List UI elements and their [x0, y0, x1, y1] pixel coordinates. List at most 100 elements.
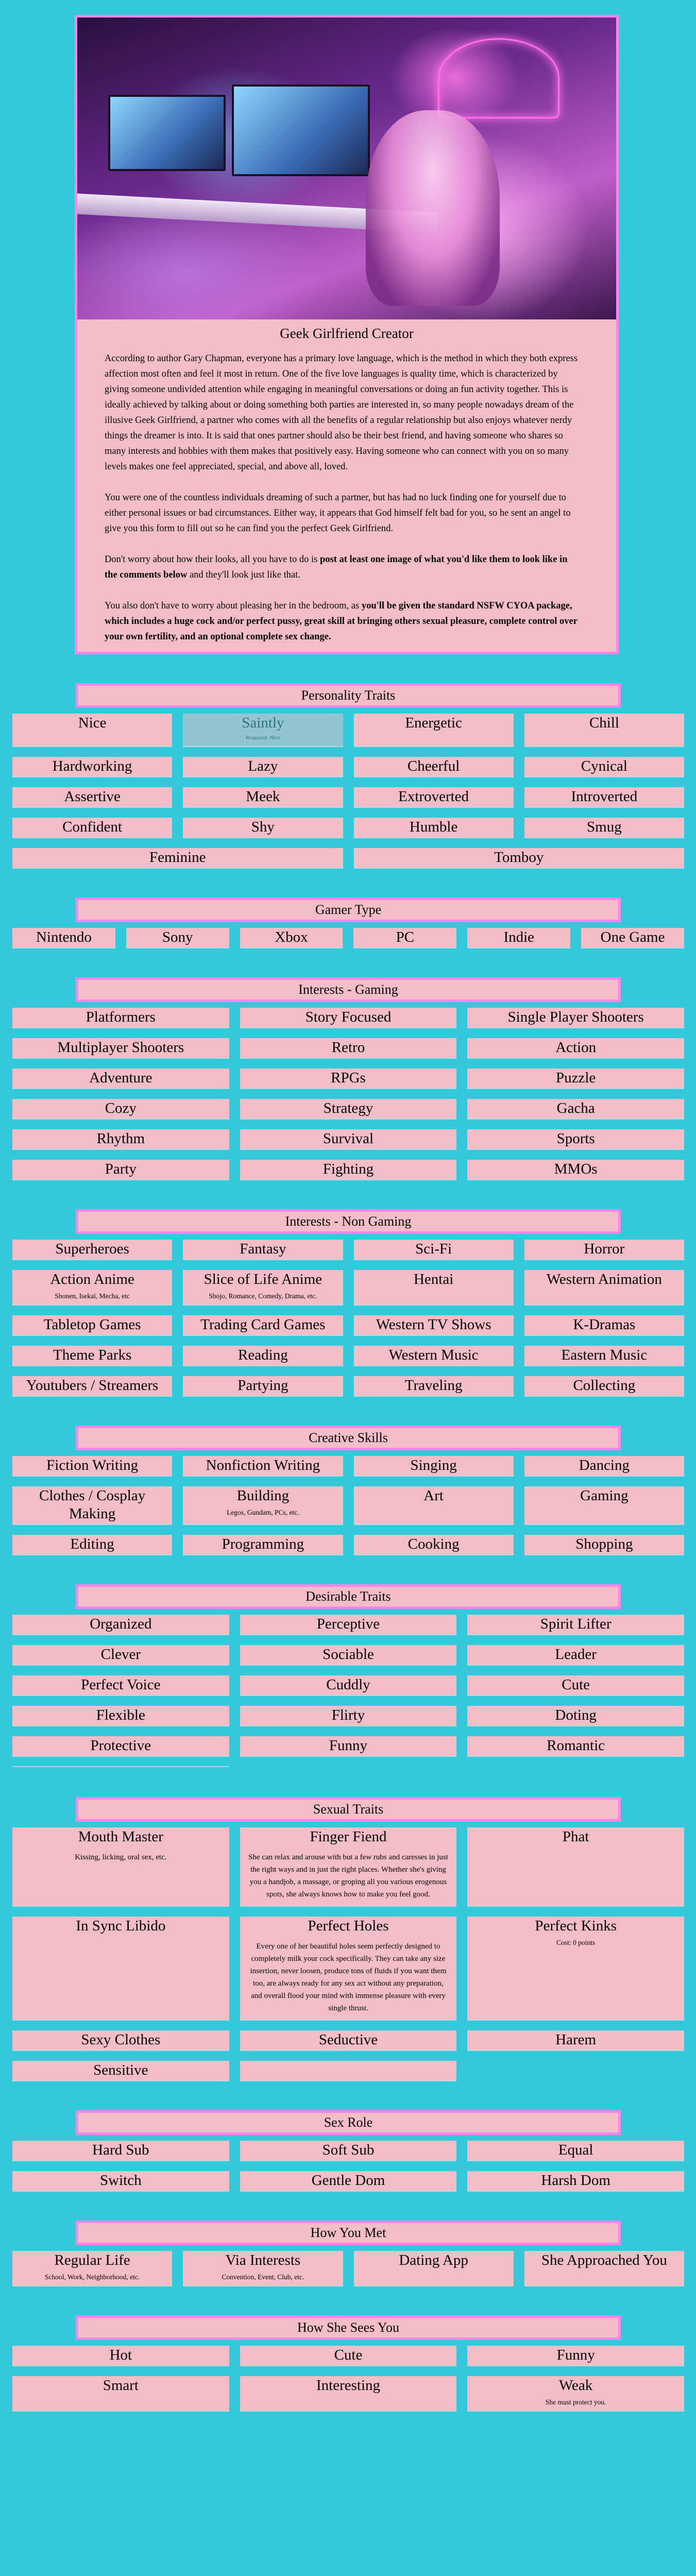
choice-youtubers-streamers[interactable]: Youtubers / Streamers: [12, 1376, 173, 1396]
choice-blank[interactable]: [240, 2061, 457, 2080]
choice-fiction-writing[interactable]: Fiction Writing: [12, 1456, 173, 1476]
choice-programming[interactable]: Programming: [183, 1535, 343, 1554]
choice-clothes-cosplay-making[interactable]: Clothes / Cosplay Making: [12, 1486, 173, 1524]
choice-sci-fi[interactable]: Sci-Fi: [353, 1240, 514, 1259]
choice-cheerful[interactable]: Cheerful: [353, 757, 514, 776]
choice-protective[interactable]: Protective: [12, 1736, 229, 1756]
choice-meek[interactable]: Meek: [183, 787, 343, 807]
choice-retro[interactable]: Retro: [240, 1038, 457, 1058]
choice-harsh-dom[interactable]: Harsh Dom: [467, 2171, 684, 2191]
choice-mmos[interactable]: MMOs: [467, 1160, 684, 1179]
choice-harem[interactable]: Harem: [467, 2030, 684, 2050]
choice-shopping[interactable]: Shopping: [524, 1535, 684, 1554]
choice-shy[interactable]: Shy: [183, 818, 343, 837]
choice-one-game[interactable]: One Game: [581, 928, 684, 947]
choice-traveling[interactable]: Traveling: [353, 1376, 514, 1396]
choice-perceptive[interactable]: Perceptive: [240, 1615, 457, 1634]
choice-interesting[interactable]: Interesting: [240, 2376, 457, 2411]
choice-finger-fiend[interactable]: Finger Fiend She can relax and arouse wit…: [240, 1827, 457, 1906]
choice-single-player-shooters[interactable]: Single Player Shooters: [467, 1008, 684, 1027]
choice-perfect-kinks[interactable]: Perfect Kinks Cost: 0 points: [467, 1917, 684, 2020]
choice-flirty[interactable]: Flirty: [240, 1706, 457, 1725]
choice-humble[interactable]: Humble: [353, 818, 514, 837]
choice-feminine[interactable]: Feminine: [12, 848, 343, 868]
choice-puzzle[interactable]: Puzzle: [467, 1069, 684, 1088]
choice-building[interactable]: Building Legos, Gundam, PCs, etc.: [183, 1486, 343, 1524]
choice-cozy[interactable]: Cozy: [12, 1099, 229, 1118]
choice-partying[interactable]: Partying: [183, 1376, 343, 1396]
choice-dating-app[interactable]: Dating App: [353, 2251, 514, 2285]
choice-confident[interactable]: Confident: [12, 818, 173, 837]
choice-perfect-holes[interactable]: Perfect Holes Every one of her beautiful …: [240, 1917, 457, 2020]
choice-hot[interactable]: Hot: [12, 2346, 229, 2365]
choice-smart[interactable]: Smart: [12, 2376, 229, 2411]
choice-horror[interactable]: Horror: [524, 1240, 684, 1259]
choice-phat[interactable]: Phat: [467, 1827, 684, 1906]
choice-she-approached-you[interactable]: She Approached You: [524, 2251, 684, 2285]
choice-cuddly[interactable]: Cuddly: [240, 1675, 457, 1695]
choice-doting[interactable]: Doting: [467, 1706, 684, 1725]
choice-leader[interactable]: Leader: [467, 1645, 684, 1665]
choice-funny[interactable]: Funny: [467, 2346, 684, 2365]
choice-via-interests[interactable]: Via Interests Convention, Event, Club, et…: [183, 2251, 343, 2285]
choice-eastern-music[interactable]: Eastern Music: [524, 1346, 684, 1365]
choice-energetic[interactable]: Energetic: [353, 714, 514, 746]
choice-action-anime[interactable]: Action Anime Shonen, Isekai, Mecha, etc: [12, 1270, 173, 1304]
choice-story-focused[interactable]: Story Focused: [240, 1008, 457, 1027]
choice-western-music[interactable]: Western Music: [353, 1346, 514, 1365]
choice-saintly[interactable]: Saintly Required: Nice: [183, 714, 343, 746]
choice-seductive[interactable]: Seductive: [240, 2030, 457, 2050]
choice-lazy[interactable]: Lazy: [183, 757, 343, 776]
choice-sony[interactable]: Sony: [126, 928, 229, 947]
choice-mouth-master[interactable]: Mouth Master Kissing, licking, oral sex, …: [12, 1827, 229, 1906]
choice-survival[interactable]: Survival: [240, 1129, 457, 1149]
choice-editing[interactable]: Editing: [12, 1535, 173, 1554]
choice-slice-of-life-anime[interactable]: Slice of Life Anime Shojo, Romance, Comed…: [183, 1270, 343, 1304]
choice-strategy[interactable]: Strategy: [240, 1099, 457, 1118]
choice-in-sync-libido[interactable]: In Sync Libido: [12, 1917, 229, 2020]
choice-regular-life[interactable]: Regular Life School, Work, Neighborhood, …: [12, 2251, 173, 2285]
choice-action[interactable]: Action: [467, 1038, 684, 1058]
choice-rpgs[interactable]: RPGs: [240, 1069, 457, 1088]
choice-romantic[interactable]: Romantic: [467, 1736, 684, 1756]
choice-party[interactable]: Party: [12, 1160, 229, 1179]
choice-tabletop-games[interactable]: Tabletop Games: [12, 1315, 173, 1335]
choice-adventure[interactable]: Adventure: [12, 1069, 229, 1088]
choice-flexible[interactable]: Flexible: [12, 1706, 229, 1725]
choice-dancing[interactable]: Dancing: [524, 1456, 684, 1476]
choice-hard-sub[interactable]: Hard Sub: [12, 2141, 229, 2160]
choice-sensitive[interactable]: Sensitive: [12, 2061, 229, 2080]
choice-reading[interactable]: Reading: [183, 1346, 343, 1365]
choice-gacha[interactable]: Gacha: [467, 1099, 684, 1118]
choice-chill[interactable]: Chill: [524, 714, 684, 746]
choice-weak[interactable]: Weak She must protect you.: [467, 2376, 684, 2411]
choice-rhythm[interactable]: Rhythm: [12, 1129, 229, 1149]
choice-spirit-lifter[interactable]: Spirit Lifter: [467, 1615, 684, 1634]
choice-nintendo[interactable]: Nintendo: [12, 928, 115, 947]
choice-sports[interactable]: Sports: [467, 1129, 684, 1149]
choice-platformers[interactable]: Platformers: [12, 1008, 229, 1027]
choice-switch[interactable]: Switch: [12, 2171, 229, 2191]
choice-xbox[interactable]: Xbox: [240, 928, 343, 947]
choice-fighting[interactable]: Fighting: [240, 1160, 457, 1179]
choice-funny[interactable]: Funny: [240, 1736, 457, 1756]
choice-assertive[interactable]: Assertive: [12, 787, 173, 807]
choice-indie[interactable]: Indie: [467, 928, 571, 947]
choice-tomboy[interactable]: Tomboy: [353, 848, 684, 868]
choice-western-tv-shows[interactable]: Western TV Shows: [353, 1315, 514, 1335]
choice-cynical[interactable]: Cynical: [524, 757, 684, 776]
choice-smug[interactable]: Smug: [524, 818, 684, 837]
choice-superheroes[interactable]: Superheroes: [12, 1240, 173, 1259]
choice-sexy-clothes[interactable]: Sexy Clothes: [12, 2030, 229, 2050]
choice-clever[interactable]: Clever: [12, 1645, 229, 1665]
choice-theme-parks[interactable]: Theme Parks: [12, 1346, 173, 1365]
choice-art[interactable]: Art: [353, 1486, 514, 1524]
choice-organized[interactable]: Organized: [12, 1615, 229, 1634]
choice-multiplayer-shooters[interactable]: Multiplayer Shooters: [12, 1038, 229, 1058]
choice-cute[interactable]: Cute: [240, 2346, 457, 2365]
choice-perfect-voice[interactable]: Perfect Voice: [12, 1675, 229, 1695]
choice-introverted[interactable]: Introverted: [524, 787, 684, 807]
choice-collecting[interactable]: Collecting: [524, 1376, 684, 1396]
choice-gentle-dom[interactable]: Gentle Dom: [240, 2171, 457, 2191]
choice-cooking[interactable]: Cooking: [353, 1535, 514, 1554]
